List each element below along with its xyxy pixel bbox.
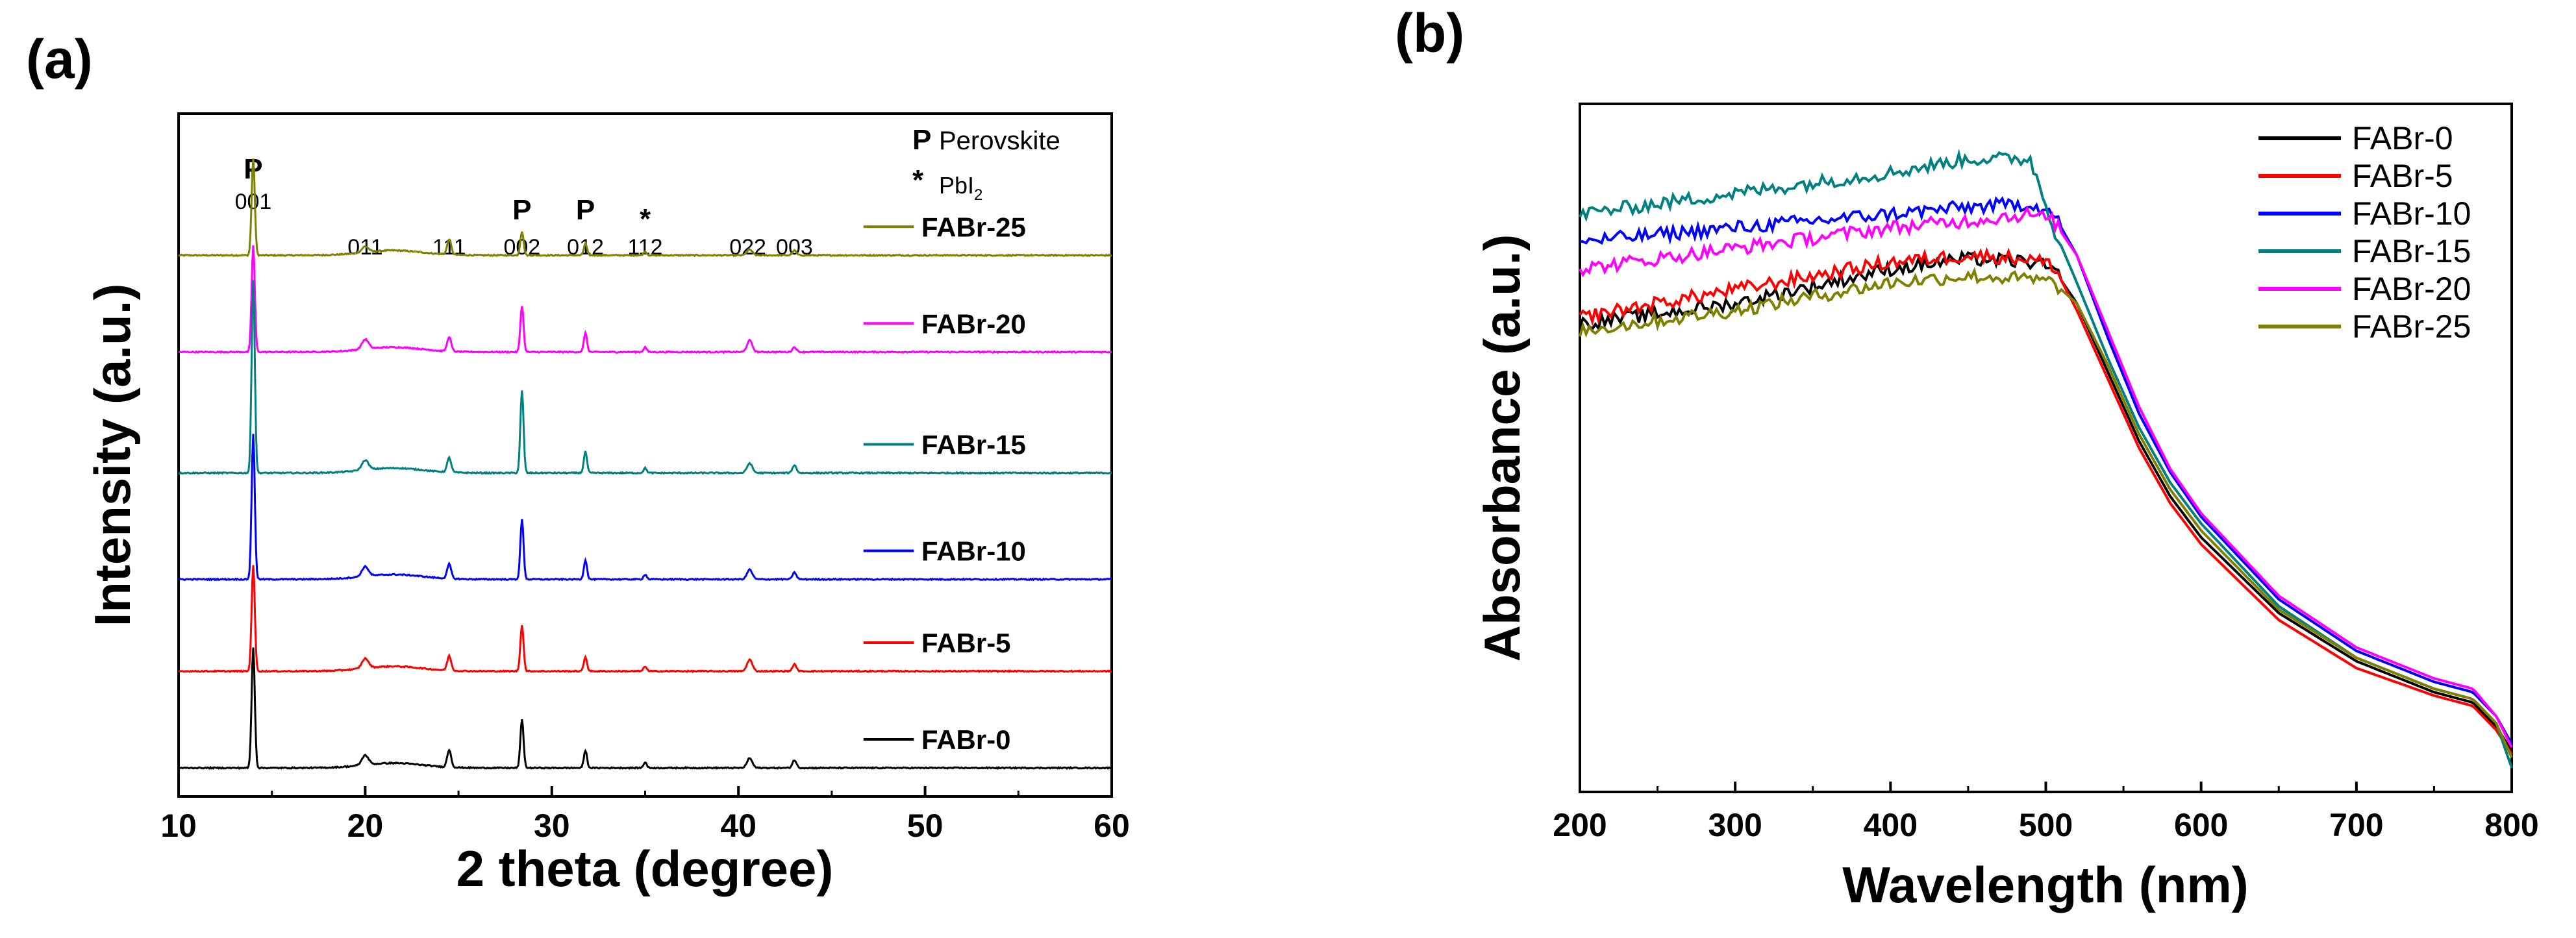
x-tick-label-10: 10 (160, 808, 197, 844)
panel-b-absorbance-chart: (b) 200 300 400 500 600 700 800 FABr-0FABr-5FA… (1395, 3, 2539, 913)
x-tick-label-50: 50 (907, 808, 944, 844)
panel-b-series-group (1579, 149, 2513, 769)
abs-legend-label-fabr-5: FABr-5 (2352, 158, 2453, 194)
legend-label-fabr-25: FABr-25 (921, 212, 1026, 242)
xrd-series-fabr-0 (178, 647, 1112, 770)
abs-legend-label-fabr-10: FABr-10 (2352, 195, 2471, 232)
legend-label-fabr-5: FABr-5 (921, 628, 1011, 658)
peak-index-001: 001 (235, 190, 272, 214)
legend-label-fabr-0: FABr-0 (921, 724, 1011, 755)
panel-a-legend: FABr-25 FABr-20 FABr-15 FABr-10 FABr-5 FABr-0 (863, 212, 1026, 755)
abs-legend-label-fabr-15: FABr-15 (2352, 233, 2471, 269)
wl-tick-label-700: 700 (2329, 807, 2383, 843)
wl-tick-label-300: 300 (1708, 807, 1762, 843)
panel-a-label: (a) (26, 29, 93, 90)
peak-marker-012: P (576, 194, 595, 226)
key-pbi2-text: PbI2 (939, 172, 982, 204)
panel-a-series-group (178, 158, 1112, 770)
xrd-series-fabr-10 (178, 434, 1112, 582)
wl-tick-label-500: 500 (2019, 807, 2073, 843)
legend-label-fabr-15: FABr-15 (921, 430, 1026, 460)
key-pbi2-symbol: * (912, 164, 924, 196)
peak-marker-002: P (512, 194, 531, 226)
x-tick-label-40: 40 (720, 808, 757, 844)
panel-a-y-axis-title: Intensity (a.u.) (84, 284, 141, 627)
abs-legend-label-fabr-20: FABr-20 (2352, 271, 2471, 307)
x-tick-label-20: 20 (347, 808, 384, 844)
abs-series-fabr-0 (1579, 249, 2513, 752)
x-tick-label-30: 30 (534, 808, 570, 844)
key-pbi2-text-main: PbI (939, 172, 974, 199)
abs-series-fabr-5 (1579, 247, 2513, 755)
xrd-series-fabr-5 (178, 565, 1112, 674)
wl-tick-label-200: 200 (1553, 807, 1607, 843)
panel-b-x-axis-title: Wavelength (nm) (1842, 856, 2248, 913)
panel-a-x-axis: 10 20 30 40 50 60 (160, 786, 1130, 844)
wl-tick-label-600: 600 (2174, 807, 2228, 843)
legend-label-fabr-20: FABr-20 (921, 308, 1026, 339)
xrd-series-fabr-20 (178, 245, 1112, 354)
xrd-series-fabr-15 (178, 280, 1112, 475)
wl-tick-label-800: 800 (2484, 807, 2538, 843)
xrd-series-fabr-25 (178, 158, 1112, 258)
x-tick-label-60: 60 (1094, 808, 1130, 844)
abs-series-fabr-25 (1579, 266, 2513, 758)
panel-b-x-axis: 200 300 400 500 600 700 800 (1553, 782, 2539, 843)
abs-legend-label-fabr-0: FABr-0 (2352, 120, 2453, 156)
abs-series-fabr-20 (1579, 205, 2513, 748)
key-pbi2-subscript: 2 (974, 186, 982, 204)
panel-a-x-axis-title: 2 theta (degree) (456, 840, 834, 897)
legend-label-fabr-10: FABr-10 (921, 536, 1026, 566)
panel-a-phase-key: P Perovskite * PbI2 (912, 124, 1060, 204)
key-perovskite-symbol: P (912, 124, 931, 156)
key-perovskite-text: Perovskite (939, 127, 1060, 155)
panel-b-y-axis-title: Absorbance (a.u.) (1473, 234, 1531, 662)
abs-legend-label-fabr-25: FABr-25 (2352, 308, 2471, 345)
peak-marker-112: * (640, 203, 651, 235)
wl-tick-label-400: 400 (1864, 807, 1918, 843)
panel-b-label: (b) (1395, 3, 1464, 64)
